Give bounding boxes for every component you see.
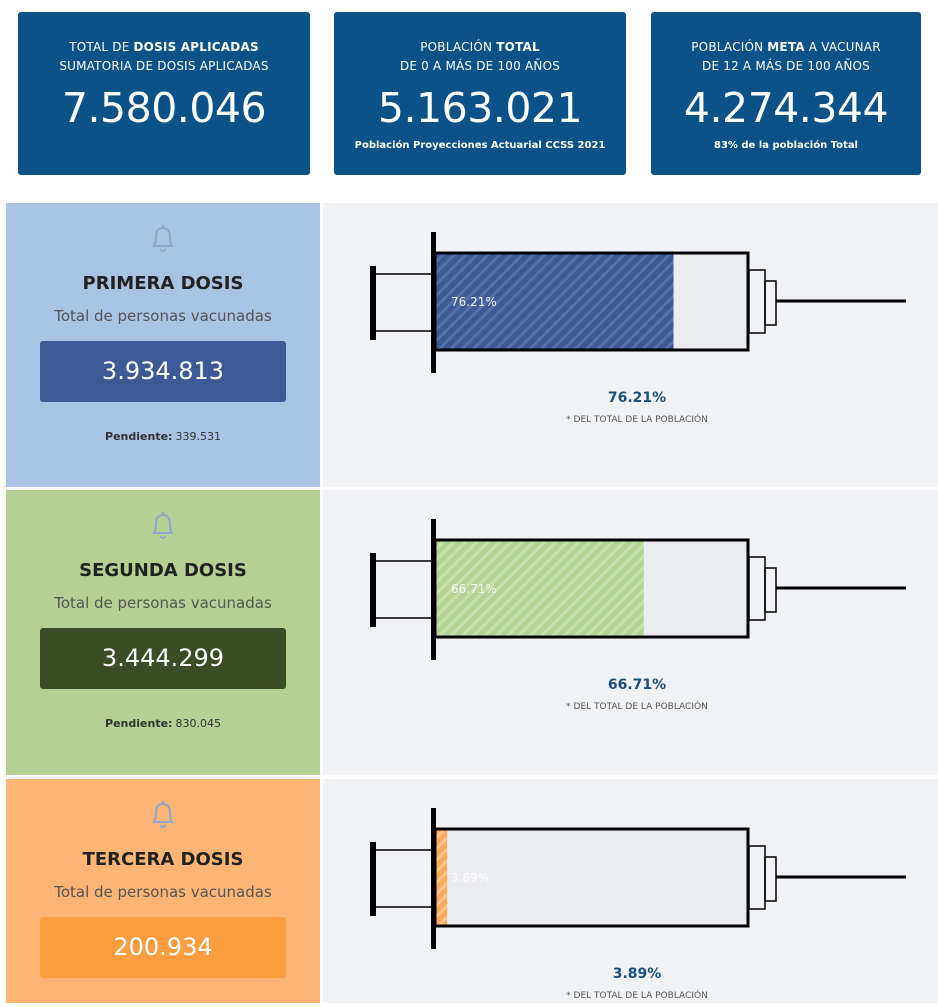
plunger-end [370,553,376,627]
card-title: TOTAL DE DOSIS APLICADAS [18,38,310,57]
dose-title: TERCERA DOSIS [82,849,244,870]
percent-note: * DEL TOTAL DE LA POBLACIÓN [566,700,708,712]
hub [748,556,766,621]
card-title-text: TOTAL DE [69,40,134,54]
card-note: 83% de la población Total [713,140,858,151]
dose-title: PRIMERA DOSIS [82,273,244,294]
fill-label: 3.89% [451,871,489,885]
card-subtitle: DE 12 A MÁS DE 100 AÑOS [702,59,870,73]
percent-label: 3.89% [613,966,662,982]
card-value: 5.163.021 [377,84,583,132]
percent-note: * DEL TOTAL DE LA POBLACIÓN [566,989,708,1001]
syringe-panel: 66.71% 66.71% * DEL TOTAL DE LA POBLACIÓN [323,490,938,775]
card-title-bold: DOSIS APLICADAS [133,40,259,54]
stat-card: POBLACIÓN META A VACUNAR DE 12 A MÁS DE 1… [651,12,921,175]
card-title-bold: TOTAL [496,40,540,54]
bell-shape [152,802,174,828]
barrel-bg [435,829,748,926]
dose-subtitle: Total de personas vacunadas [54,594,272,612]
pending-value: 830.045 [175,717,221,730]
hub-tip [764,567,777,613]
plunger-end [370,842,376,916]
card-title: POBLACIÓN META A VACUNAR [651,38,921,57]
dose-row: TERCERA DOSIS Total de personas vacunadas… [0,779,938,1003]
fill-label: 66.71% [451,582,497,596]
percent-label: 66.71% [608,677,666,693]
card-value: 7.580.046 [61,84,267,132]
hub [748,269,766,334]
card-title-bold: META [767,40,805,54]
pending-label: Pendiente: [105,430,173,443]
dose-subtitle: Total de personas vacunadas [54,307,272,325]
dose-panel: SEGUNDA DOSIS Total de personas vacunadas… [6,490,320,775]
dose-row: PRIMERA DOSIS Total de personas vacunadas… [0,203,938,487]
flange [431,808,436,949]
bell-icon [152,801,174,828]
card-title-text: POBLACIÓN [691,40,768,54]
syringe: 66.71% 66.71% * DEL TOTAL DE LA POBLACIÓN [370,519,906,712]
dose-title: SEGUNDA DOSIS [79,560,247,581]
bell-shape [152,226,174,252]
plunger-end [370,266,376,340]
flange [431,232,436,373]
card-subtitle: SUMATORIA DE DOSIS APLICADAS [59,59,269,73]
hub-tip [764,856,777,902]
syringe-panel: 3.89% 3.89% * DEL TOTAL DE LA POBLACIÓN [323,779,938,1003]
flange [431,519,436,660]
syringe: 76.21% 76.21% * DEL TOTAL DE LA POBLACIÓN [370,232,906,425]
hub-tip [764,280,777,326]
bell-icon [152,512,174,539]
stat-card: TOTAL DE DOSIS APLICADAS SUMATORIA DE DOS… [18,12,310,175]
dose-value: 3.934.813 [40,341,286,402]
card-note: Población Proyecciones Actuarial CCSS 20… [354,140,606,151]
dose-panel: PRIMERA DOSIS Total de personas vacunadas… [6,203,320,487]
percent-label: 76.21% [608,390,666,406]
card-value: 4.274.344 [683,84,889,132]
dose-panel: TERCERA DOSIS Total de personas vacunadas… [6,779,320,1003]
syringe-panel: 76.21% 76.21% * DEL TOTAL DE LA POBLACIÓN [323,203,938,487]
bell-icon [152,225,174,252]
dose-value: 200.934 [40,917,286,978]
stat-card: POBLACIÓN TOTAL DE 0 A MÁS DE 100 AÑOS 5.1… [334,12,626,175]
card-title: POBLACIÓN TOTAL [334,38,626,57]
syringe-fill [435,253,674,350]
dose-value: 3.444.299 [40,628,286,689]
percent-note: * DEL TOTAL DE LA POBLACIÓN [566,413,708,425]
dose-subtitle: Total de personas vacunadas [54,883,272,901]
syringe-fill [435,829,448,926]
syringe: 3.89% 3.89% * DEL TOTAL DE LA POBLACIÓN [370,808,906,1001]
bell-shape [152,513,174,539]
dose-pending: Pendiente: 339.531 [6,430,320,443]
dose-row: SEGUNDA DOSIS Total de personas vacunadas… [0,490,938,775]
hub [748,845,766,910]
fill-label: 76.21% [451,295,497,309]
card-title-text: A VACUNAR [804,40,881,54]
dose-pending: Pendiente: 830.045 [6,717,320,730]
syringe-fill [435,540,644,637]
pending-value: 339.531 [175,430,221,443]
card-title-text: POBLACIÓN [420,40,497,54]
card-subtitle: DE 0 A MÁS DE 100 AÑOS [399,59,561,73]
pending-label: Pendiente: [105,717,173,730]
